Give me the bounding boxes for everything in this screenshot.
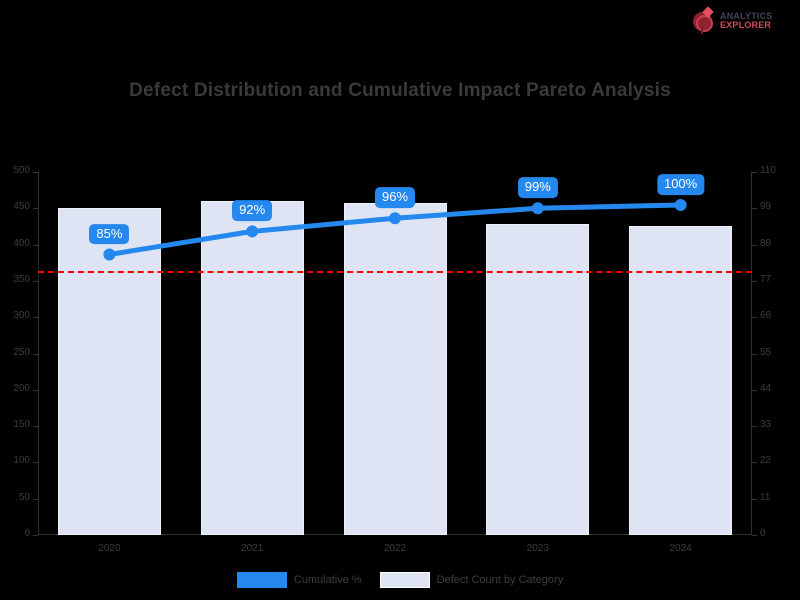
y-axis-right-tick [752, 535, 757, 536]
y-axis-left-tick [33, 244, 38, 246]
brand-logo-line2: EXPLORER [720, 20, 772, 30]
y-axis-left-tick [33, 172, 38, 173]
y-axis-left-tick [33, 317, 38, 319]
y-axis-right-tick [752, 280, 757, 282]
data-label: 100% [656, 174, 705, 195]
y-axis-right-tick-label: 99 [760, 201, 772, 213]
y-axis-left-tick-label: 250 [13, 346, 30, 358]
cumulative-line-series [103, 199, 687, 261]
y-axis-right-tick [752, 498, 757, 500]
y-axis-left-tick-label: 200 [13, 382, 30, 394]
y-axis-left-tick-label: 400 [13, 237, 30, 249]
y-axis-left-tick-label: 50 [18, 491, 30, 503]
x-axis-category-label: 2023 [526, 543, 549, 554]
y-axis-right-tick-label: 33 [760, 419, 772, 431]
line-marker[interactable] [389, 212, 401, 225]
legend-item[interactable]: Defect Count by Category [379, 572, 564, 588]
line-marker[interactable] [103, 248, 116, 261]
data-label: 96% [374, 187, 416, 209]
data-label: 92% [232, 200, 273, 222]
bar[interactable] [200, 201, 304, 535]
data-label: 85% [89, 223, 130, 245]
bar[interactable] [57, 208, 161, 535]
y-axis-right-tick-label: 0 [760, 528, 766, 539]
x-axis-category-label: 2020 [98, 543, 121, 554]
y-axis-right-tick [752, 426, 757, 428]
legend-label: Defect Count by Category [436, 574, 564, 586]
bar[interactable] [629, 225, 733, 535]
y-axis-left-tick [33, 462, 38, 464]
bar[interactable] [486, 224, 590, 535]
y-axis-right-tick-label: 44 [760, 382, 772, 394]
legend-item[interactable]: Cumulative % [236, 572, 362, 588]
plot-area: 500 450 400 350 300 250 200 150 100 50 0 110 99 88 77… [13, 165, 776, 554]
y-axis-right-tick [752, 389, 757, 391]
y-axis-right-tick [752, 244, 757, 246]
y-axis-right-tick-label: 22 [760, 455, 772, 467]
data-label: 99% [517, 177, 558, 199]
y-axis-left-tick [33, 353, 38, 355]
legend-swatch [236, 572, 287, 588]
x-axis-category-label: 2024 [669, 543, 692, 554]
y-axis-right-tick-label: 11 [760, 491, 771, 503]
y-axis-right-tick-label: 88 [760, 237, 772, 249]
bar[interactable] [343, 202, 447, 535]
y-axis-right-tick-label: 110 [760, 165, 776, 176]
y-axis-right-tick [752, 462, 757, 464]
y-axis-left-tick [33, 389, 38, 391]
y-axis-right-tick [752, 208, 757, 210]
target-circle-icon [690, 6, 716, 34]
y-axis-left-tick-label: 500 [13, 165, 30, 176]
y-axis-left-tick-label: 350 [13, 273, 30, 285]
y-axis-left-tick-label: 450 [13, 201, 30, 213]
brand-logo: ANALYTICS EXPLORER [690, 4, 794, 38]
y-axis-left [38, 172, 39, 535]
y-axis-right-tick [752, 172, 757, 173]
y-axis-right-tick [752, 317, 757, 319]
line-marker[interactable] [531, 202, 544, 215]
y-axis-right-tick-label: 77 [760, 273, 772, 285]
y-axis-left-tick [33, 498, 38, 500]
line-marker[interactable] [674, 199, 687, 211]
y-axis-right [751, 172, 752, 535]
y-axis-left-tick-label: 150 [13, 419, 30, 431]
legend-swatch [379, 572, 430, 588]
chart-legend: Cumulative % Defect Count by Category [0, 572, 800, 588]
y-axis-left-tick [33, 535, 38, 536]
y-axis-right-tick [752, 353, 757, 355]
y-axis-left-tick-label: 100 [13, 455, 30, 467]
x-axis-category-label: 2022 [383, 543, 407, 554]
y-axis-left-tick [33, 426, 38, 428]
line-marker[interactable] [246, 225, 259, 238]
threshold-line [38, 271, 752, 273]
x-axis-category-label: 2021 [241, 543, 264, 554]
y-axis-right-tick-label: 55 [760, 346, 772, 358]
legend-label: Cumulative % [293, 574, 362, 586]
y-axis-left-tick [33, 208, 38, 210]
chart-title: Defect Distribution and Cumulative Impac… [129, 80, 671, 101]
brand-logo-line1: ANALYTICS [720, 10, 773, 21]
y-axis-right-tick-label: 66 [760, 310, 772, 322]
y-axis-left-tick-label: 0 [24, 528, 30, 539]
y-axis-left-tick [33, 280, 38, 282]
brand-logo-text: ANALYTICS EXPLORER [720, 10, 773, 31]
y-axis-left-tick-label: 300 [13, 310, 30, 322]
